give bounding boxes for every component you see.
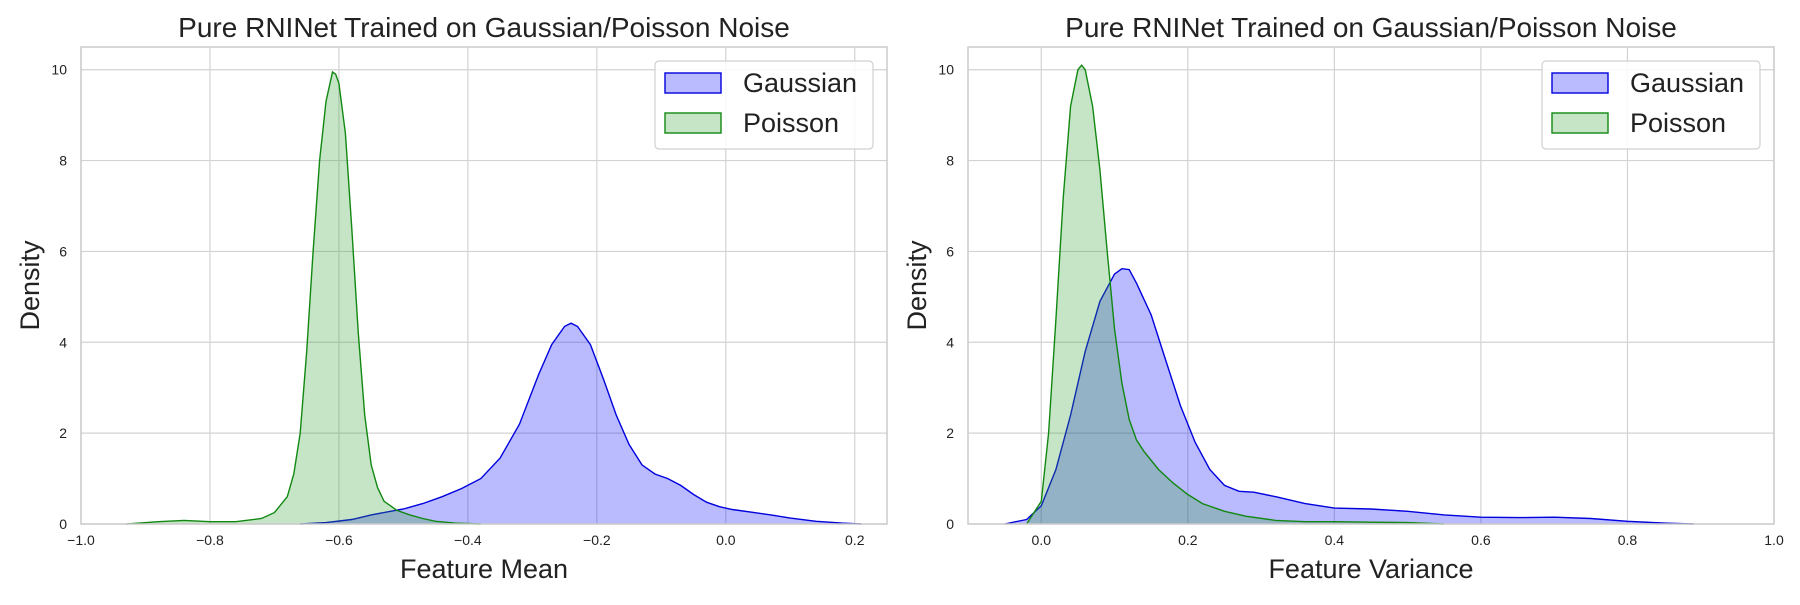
x-tick-label: −0.2 [583,532,611,548]
series-area-poisson [1026,65,1445,524]
x-tick-label: 0.0 [716,532,736,548]
legend: Gaussian Poisson [1541,60,1761,150]
axes-frame [80,46,888,525]
legend: Gaussian Poisson [654,60,874,150]
legend-swatch-poisson [1551,112,1609,134]
series-line-gaussian [1004,267,1694,525]
legend-label-poisson: Poisson [1630,108,1726,138]
y-tick-label: 10 [51,62,67,78]
x-tick-label: 0.6 [1471,532,1491,548]
x-tick-label: 0.2 [1178,532,1198,548]
y-tick-label: 0 [59,516,67,532]
y-tick-label: 10 [938,62,954,78]
y-tick-label: 6 [946,243,954,259]
chart-panel-1: −1.0 −0.8 −0.6 −0.4 −0.2 0.0 0.2 0 2 4 6 8 10 Pure RN… [15,12,888,584]
series-area-gaussian [300,323,862,524]
chart-title: Pure RNINet Trained on Gaussian/Poisson … [178,12,790,43]
series-area-gaussian [1004,268,1694,524]
x-tick-label: 0.4 [1325,532,1345,548]
x-tick-label: −0.8 [196,532,224,548]
y-tick-label: 0 [946,516,954,532]
x-tick-label: 0.0 [1032,532,1052,548]
x-tick-label: 0.2 [845,532,865,548]
y-tick-label: 6 [59,243,67,259]
series-area-poisson [126,72,481,524]
x-tick-label: 0.8 [1618,532,1638,548]
y-tick-label: 4 [946,334,954,350]
y-tick-label: 8 [946,153,954,169]
x-tick-label: −0.4 [454,532,482,548]
y-tick-label: 4 [59,334,67,350]
x-axis-label: Feature Variance [1268,554,1473,584]
legend-swatch-poisson [664,112,722,134]
x-tick-label: −1.0 [67,532,95,548]
series-line-poisson [1026,64,1445,525]
series-line-gaussian [300,322,862,525]
x-tick-label: 1.0 [1764,532,1784,548]
x-axis-label: Feature Mean [400,554,568,584]
legend-swatch-gaussian [664,72,722,94]
legend-swatch-gaussian [1551,72,1609,94]
legend-label-gaussian: Gaussian [743,68,857,98]
legend-label-gaussian: Gaussian [1630,68,1744,98]
y-axis-label: Density [902,240,932,331]
legend-label-poisson: Poisson [743,108,839,138]
chart-title: Pure RNINet Trained on Gaussian/Poisson … [1065,12,1677,43]
y-tick-label: 2 [59,425,67,441]
legend-box [1541,60,1761,150]
axes-frame [967,46,1775,525]
y-tick-label: 2 [946,425,954,441]
x-tick-label: −0.6 [325,532,353,548]
chart-panel-2: 0.0 0.2 0.4 0.6 0.8 1.0 0 2 4 6 8 10 Pure RNINet Tra… [902,12,1784,584]
y-axis-label: Density [15,240,45,331]
series-line-poisson [126,70,481,525]
legend-box [654,60,874,150]
y-tick-label: 8 [59,153,67,169]
